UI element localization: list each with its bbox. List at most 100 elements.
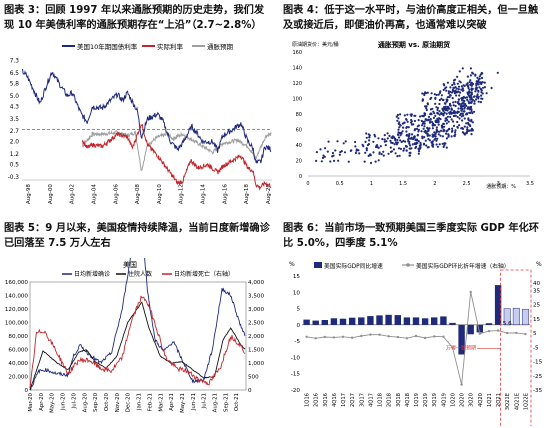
scatter-point	[477, 83, 480, 86]
scatter-point	[420, 124, 424, 127]
scatter-point	[381, 138, 384, 141]
scatter-point	[471, 87, 474, 90]
scatter-point	[450, 107, 453, 110]
scatter-point	[436, 137, 439, 140]
scatter-point	[414, 143, 417, 146]
y-tick-label: 1.2	[10, 152, 20, 158]
scatter-point	[408, 140, 411, 143]
scatter-point	[417, 152, 420, 155]
scatter-point	[324, 147, 327, 150]
x-tick-label: 1Q16	[305, 393, 311, 407]
scatter-point	[438, 113, 441, 116]
scatter-point	[464, 113, 468, 116]
scatter-point	[315, 151, 318, 154]
scatter-point	[465, 104, 468, 107]
x-tick-label: Aug-18	[244, 184, 250, 204]
scatter-point	[463, 117, 466, 120]
scatter-point	[424, 118, 427, 121]
scatter-point	[459, 107, 462, 110]
x-tick-label: 1Q21	[487, 393, 493, 407]
scatter-point	[343, 151, 347, 154]
gdp-yoy-bar-forecast	[512, 307, 520, 326]
gdp-yoy-bar	[440, 316, 447, 325]
scatter-point	[397, 147, 401, 150]
scatter-point	[454, 131, 457, 134]
x-tick-label: Aug-04	[91, 184, 97, 204]
gdp-qoq-point	[515, 331, 518, 335]
scatter-point	[462, 95, 465, 99]
y2-tick-label: 3,000	[248, 307, 264, 313]
gdp-qoq-point	[469, 290, 472, 294]
scatter-point	[424, 139, 427, 142]
scatter-point	[434, 132, 437, 135]
y-tick-label: 7.3	[10, 59, 20, 65]
scatter-point	[394, 138, 397, 142]
scatter-point	[418, 144, 421, 147]
y-tick-label: 3.5	[10, 117, 20, 123]
scatter-point	[449, 115, 452, 118]
scatter-point	[458, 94, 461, 97]
scatter-point	[440, 125, 443, 128]
scatter-point	[473, 110, 476, 113]
scatter-point	[400, 140, 403, 144]
scatter-point	[433, 138, 436, 141]
legend-label-qoq: 美国实际GDP环比折年增速（右轴）	[416, 262, 510, 270]
y2-tick-label: 4,000	[248, 280, 264, 286]
x-tick-label: Jan-21	[137, 393, 143, 411]
scatter-point	[447, 127, 451, 130]
y-tick-label: 2.0	[10, 140, 20, 146]
scatter-point	[444, 107, 447, 110]
scatter-point	[481, 92, 484, 95]
y2-tick-label: 2,000	[248, 334, 264, 340]
gdp-qoq-point	[405, 337, 409, 340]
scatter-point	[429, 120, 432, 123]
gdp-yoy-bar	[330, 318, 338, 325]
scatter-point	[445, 100, 448, 103]
chart6: % % 美国实际GDP同比增速 美国实际GDP环比折年增速（右轴） 15 10 5 0…	[289, 261, 543, 426]
x-tick-label: 3Q20	[469, 393, 475, 407]
scatter-point	[457, 107, 460, 110]
scatter-point	[367, 154, 370, 157]
x-tick-label: 1Q20	[450, 393, 456, 407]
scatter-point	[396, 113, 399, 117]
scatter-point	[450, 118, 453, 121]
scatter-point	[465, 96, 469, 99]
scatter-point	[436, 108, 439, 112]
scatter-point	[468, 88, 471, 91]
x-tick-label: Aug-12	[179, 184, 185, 204]
y-tick-label: 0.5	[10, 163, 20, 169]
scatter-point	[461, 119, 464, 122]
x-tick-label: 2Q16	[314, 393, 320, 407]
scatter-point	[477, 89, 480, 92]
scatter-point	[434, 114, 437, 117]
caption-chart6: 图表 6：当前市场一致预期美国三季度实际 GDP 年化环比 5.0%，四季度 5…	[283, 223, 539, 249]
scatter-point	[374, 160, 377, 163]
y2-tick-label: 35	[533, 288, 541, 294]
y2-tick-label: 0	[248, 388, 252, 394]
x-tick-label: Oct-20	[104, 392, 110, 411]
scatter-point	[409, 144, 412, 147]
legend-label-yield: 美国10年期国债利率	[77, 42, 138, 51]
scatter-point	[435, 143, 438, 146]
gdp-yoy-bar	[394, 315, 401, 325]
scatter-point	[459, 81, 462, 84]
scatter-point	[416, 134, 419, 137]
scatter-point	[396, 119, 399, 122]
scatter-point	[423, 136, 426, 139]
x-tick-label: 2Q18	[387, 393, 393, 407]
scatter-point	[397, 131, 400, 134]
scatter-point	[456, 75, 459, 78]
x-tick-label: 3Q17	[359, 393, 365, 407]
gdp-qoq-point	[524, 332, 527, 336]
scatter-point	[461, 131, 464, 134]
scatter-point	[407, 138, 410, 141]
y2-tick-label: 40	[533, 281, 541, 287]
scatter-point	[442, 145, 445, 148]
y2-tick-label: 2,500	[248, 321, 264, 327]
scatter-point	[392, 148, 395, 151]
scatter-point	[463, 125, 466, 128]
scatter-point	[390, 141, 393, 144]
scatter-point	[354, 145, 357, 148]
scatter-point	[408, 154, 411, 157]
gdp-yoy-bar	[385, 314, 392, 325]
